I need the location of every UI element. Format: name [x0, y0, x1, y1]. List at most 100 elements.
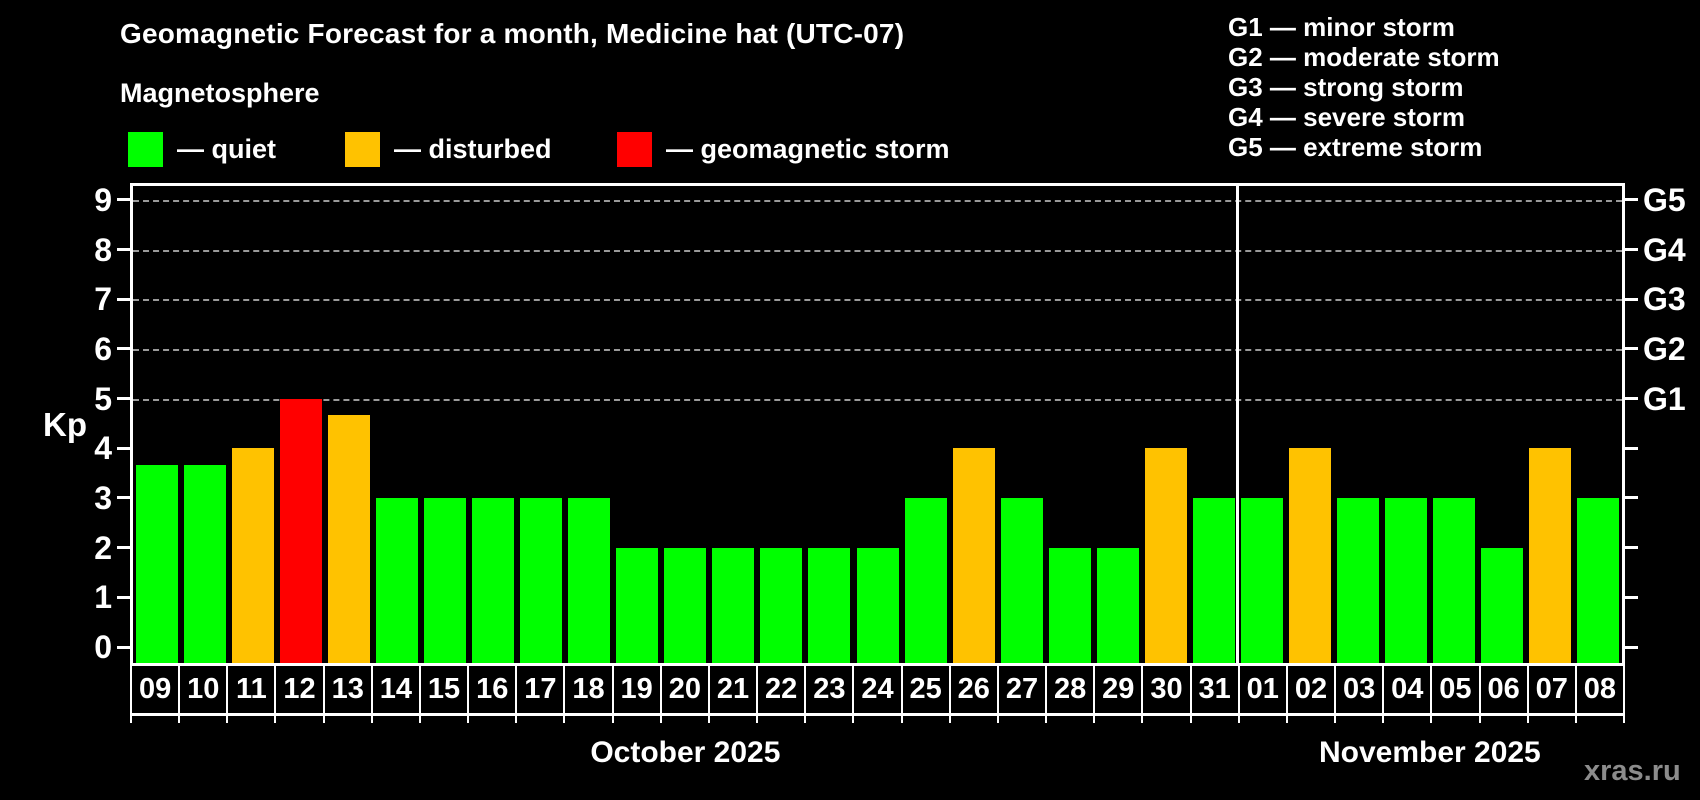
kp-bar-09: [136, 464, 179, 663]
gridline-kp6: [133, 348, 1622, 351]
kp-bar-04: [1384, 498, 1427, 663]
kp-bar-29: [1096, 547, 1139, 663]
left-axis-tick: [117, 397, 130, 401]
kp-bar-22: [760, 547, 803, 663]
kp-bar-30: [1144, 448, 1187, 663]
kp-bar-25: [904, 498, 947, 663]
y-tick-label-5: 5: [94, 380, 112, 417]
date-cell-26: 26: [948, 666, 997, 723]
watermark: xras.ru: [1584, 755, 1681, 787]
date-cell-05: 05: [1430, 666, 1479, 723]
kp-bar-18: [568, 498, 611, 663]
left-axis-tick: [117, 347, 130, 351]
left-axis-tick: [117, 645, 130, 649]
storm-color-swatch: [617, 132, 652, 167]
date-cell-06: 06: [1478, 666, 1527, 723]
legend-item-quiet: — quiet: [128, 131, 276, 168]
kp-bar-21: [712, 547, 755, 663]
date-cell-18: 18: [563, 666, 612, 723]
date-cell-24: 24: [852, 666, 901, 723]
date-cell-27: 27: [996, 666, 1046, 723]
kp-bar-16: [472, 498, 515, 663]
kp-bar-08: [1576, 498, 1619, 663]
y-tick-label-6: 6: [94, 330, 112, 367]
y-axis-label: Kp: [43, 406, 87, 443]
y-tick-label-0: 0: [94, 629, 112, 665]
date-cell-28: 28: [1045, 666, 1094, 723]
left-axis-tick: [117, 595, 130, 599]
left-axis-tick: [117, 496, 130, 500]
g-scale-label-G2: G2: [1643, 330, 1686, 367]
date-cell-07: 07: [1526, 666, 1575, 723]
y-tick-label-2: 2: [94, 529, 112, 566]
date-cell-13: 13: [322, 666, 371, 723]
storm-scale-g5: G5 — extreme storm: [1228, 132, 1483, 162]
date-cell-30: 30: [1141, 666, 1190, 723]
date-cell-16: 16: [467, 666, 516, 723]
left-axis-tick: [117, 248, 130, 252]
legend-label-disturbed: — disturbed: [394, 134, 552, 164]
date-cell-19: 19: [611, 666, 660, 723]
kp-bar-28: [1048, 547, 1091, 663]
right-axis-tick: [1625, 347, 1638, 351]
kp-bar-26: [952, 448, 995, 663]
storm-scale-g1: G1 — minor storm: [1228, 12, 1455, 42]
disturbed-color-swatch: [345, 132, 380, 167]
right-axis-tick: [1625, 397, 1638, 401]
storm-scale-g3: G3 — strong storm: [1228, 72, 1464, 102]
date-cell-10: 10: [178, 666, 227, 723]
kp-bar-12: [280, 398, 323, 663]
kp-bar-24: [856, 547, 899, 663]
kp-bar-11: [232, 448, 275, 663]
right-axis-tick: [1625, 248, 1638, 252]
gridline-kp5: [133, 398, 1622, 401]
kp-bar-06: [1480, 547, 1523, 663]
right-axis-tick: [1625, 297, 1638, 301]
storm-scale-g4: G4 — severe storm: [1228, 102, 1466, 132]
date-cell-08: 08: [1574, 666, 1623, 723]
month-label-1: November 2025: [1318, 736, 1541, 769]
y-tick-label-7: 7: [94, 281, 112, 318]
gridline-kp8: [133, 249, 1622, 252]
date-cell-03: 03: [1334, 666, 1383, 723]
kp-bar-23: [808, 547, 851, 663]
left-axis-tick: [117, 546, 130, 550]
chart-title: Geomagnetic Forecast for a month, Medici…: [120, 18, 905, 49]
date-cell-04: 04: [1382, 666, 1431, 723]
kp-bar-05: [1432, 498, 1475, 663]
date-cell-15: 15: [418, 666, 468, 723]
kp-bar-31: [1192, 498, 1235, 663]
date-cell-25: 25: [900, 666, 949, 723]
date-cell-01: 01: [1237, 666, 1286, 723]
date-cell-22: 22: [756, 666, 805, 723]
kp-bar-15: [424, 498, 467, 663]
gridline-kp7: [133, 299, 1622, 302]
kp-bar-20: [664, 547, 707, 663]
date-cell-09: 09: [130, 666, 179, 723]
storm-scale-g2: G2 — moderate storm: [1228, 42, 1500, 72]
legend-item-storm: — geomagnetic storm: [617, 131, 950, 168]
g-scale-label-G4: G4: [1643, 231, 1686, 268]
kp-bar-27: [1000, 498, 1043, 663]
right-axis-tick: [1625, 198, 1638, 202]
kp-bar-19: [616, 547, 659, 663]
g-scale-label-G5: G5: [1643, 181, 1686, 218]
date-cell-23: 23: [804, 666, 853, 723]
kp-bar-02: [1288, 448, 1331, 663]
left-axis-tick: [117, 446, 130, 450]
chart-subtitle: Magnetosphere: [120, 78, 320, 108]
right-axis-tick: [1625, 446, 1638, 450]
storm-scale-legend: G1 — minor storm G2 — moderate storm G3 …: [1228, 12, 1500, 162]
month-separator-line: [1236, 186, 1240, 663]
month-label-0: October 2025: [590, 736, 781, 769]
plot-area: [130, 183, 1625, 666]
right-axis-tick: [1625, 645, 1638, 649]
left-axis-tick: [117, 297, 130, 301]
date-cell-31: 31: [1189, 666, 1238, 723]
date-cell-11: 11: [226, 666, 275, 723]
kp-bar-07: [1528, 448, 1571, 663]
date-cell-29: 29: [1093, 666, 1142, 723]
kp-bar-17: [520, 498, 563, 663]
legend-item-disturbed: — disturbed: [345, 131, 552, 168]
